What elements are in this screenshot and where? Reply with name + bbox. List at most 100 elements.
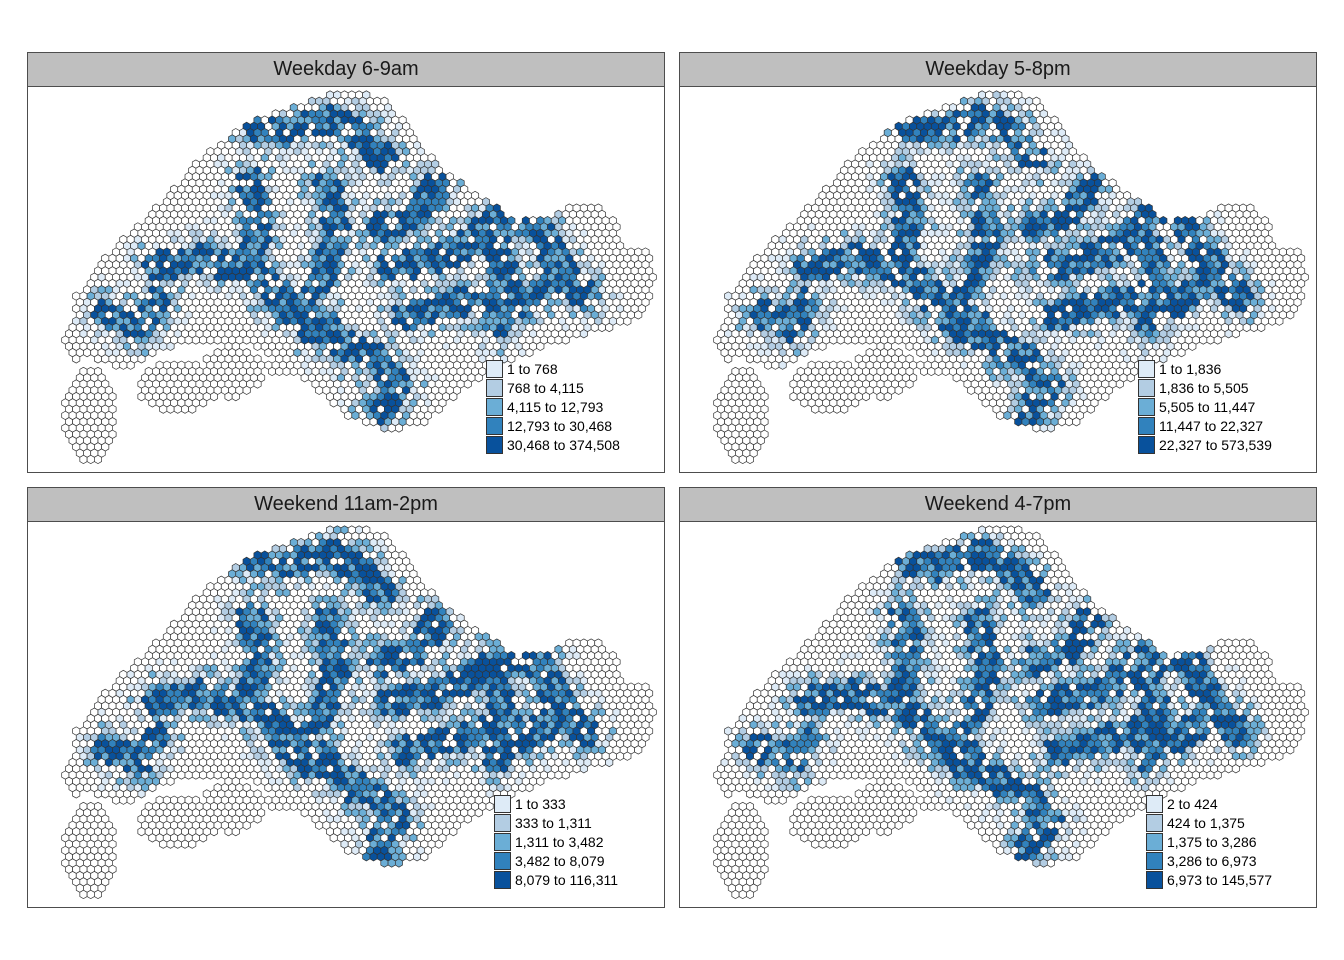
- hexagon-cell: [894, 335, 903, 345]
- hexagon-cell: [1213, 335, 1222, 345]
- hexagon-cell: [851, 335, 860, 345]
- hexagon-cell: [94, 454, 102, 465]
- legend-item: 12,793 to 30,468: [486, 416, 620, 435]
- hexagon-cell: [1249, 322, 1258, 333]
- hexagon-cell: [268, 366, 276, 377]
- hexagon-cell: [449, 392, 458, 402]
- hexagon-cell: [1242, 322, 1251, 333]
- hexagon-cell: [811, 341, 820, 351]
- hexagon-cell: [605, 322, 614, 333]
- legend-item: 30,468 to 374,508: [486, 435, 620, 454]
- hexagon-cell: [634, 310, 643, 320]
- hexagon-cell: [177, 335, 186, 345]
- hexagon-cell: [137, 392, 146, 402]
- hexagon-cell: [623, 316, 632, 326]
- hexagon-cell: [1188, 341, 1197, 351]
- hexagon-cell: [547, 335, 556, 345]
- hexagon-cell: [597, 322, 606, 333]
- hexagon-cell: [166, 404, 175, 414]
- hexagon-cell: [369, 417, 378, 427]
- hexagon-cell: [1170, 348, 1179, 358]
- hexagon-cell: [463, 379, 472, 389]
- hexagon-cell: [1177, 348, 1186, 358]
- legend-swatch: [486, 378, 503, 397]
- hexagon-cell: [380, 423, 389, 433]
- hexagon-cell: [191, 335, 200, 345]
- hexagon-cell: [210, 392, 218, 402]
- hexagon-map: [28, 87, 664, 472]
- hexagon-cell: [213, 335, 222, 345]
- hexagon-cell: [554, 335, 563, 345]
- hexagon-cell: [789, 354, 798, 364]
- hexagon-cell: [916, 348, 925, 358]
- hexagon-cell: [616, 316, 625, 326]
- legend-label: 1 to 768: [507, 360, 558, 377]
- hexagon-cell: [518, 348, 527, 358]
- hexagon-cell: [362, 417, 371, 427]
- hexagon-cell: [818, 341, 827, 351]
- hexagon-cell: [188, 404, 197, 414]
- legend-swatch: [486, 435, 503, 454]
- hexagon-cell: [72, 354, 81, 364]
- hexagon-cell: [858, 335, 867, 345]
- hexagon-cell: [351, 410, 360, 421]
- legend-item: 768 to 4,115: [486, 378, 620, 397]
- hexagon-cell: [184, 335, 193, 345]
- hexagon-cell: [905, 341, 914, 351]
- panel-title: Weekday 6-9am: [28, 53, 664, 87]
- hexagon-cell: [394, 423, 403, 433]
- hexagon-cell: [572, 329, 581, 339]
- hexagon-cell: [590, 322, 599, 333]
- hexagon-cell: [1199, 335, 1208, 345]
- legend-label: 768 to 4,115: [507, 379, 584, 396]
- hexagon-cell: [764, 360, 773, 370]
- map-panel-weekday-evening: Weekday 5-8pm 1 to 1,836 1,836 to 5,505 …: [679, 52, 1317, 473]
- hexagon-cell: [137, 354, 146, 364]
- hexagon-cell: [536, 341, 545, 351]
- hexagon-cell: [1275, 316, 1284, 326]
- hexagon-cell: [159, 404, 168, 414]
- hexagon-cell: [83, 348, 92, 358]
- hexagon-cell: [159, 341, 168, 351]
- hexagon-cell: [843, 335, 852, 345]
- map-panel-weekday-morning: Weekday 6-9am 1 to 768 768 to 4,115 4,11…: [27, 52, 665, 473]
- hexagon-cell: [525, 348, 534, 358]
- hexagon-cell: [173, 404, 182, 414]
- hexagon-cell: [329, 398, 338, 408]
- hexagon-cell: [724, 354, 733, 364]
- hexagon-cell: [746, 354, 754, 364]
- hexagon-map-svg: [61, 90, 657, 465]
- hexagon-cell: [101, 354, 110, 364]
- legend-swatch: [486, 416, 503, 435]
- hexagon-cell: [474, 373, 483, 383]
- hexagon-cell: [507, 354, 516, 364]
- hexagon-cell: [224, 392, 233, 402]
- hexagon-cell: [199, 335, 208, 345]
- hexagon-cell: [829, 335, 838, 345]
- hexagon-cell: [1257, 322, 1266, 333]
- hexagon-cell: [387, 423, 396, 433]
- hexagon-cell: [126, 360, 135, 370]
- hexagon-map: [680, 87, 1316, 472]
- hexagon-cell: [800, 348, 809, 358]
- hexagon-cell: [242, 335, 251, 345]
- hexagon-cell: [242, 385, 251, 395]
- hexagon-cell: [282, 366, 291, 377]
- hexagon-cell: [148, 398, 157, 408]
- hexagon-cell: [753, 354, 762, 364]
- hexagon-cell: [148, 348, 157, 358]
- hexagon-cell: [253, 341, 262, 351]
- hexagon-cell: [420, 417, 429, 427]
- hexagon-cell: [86, 454, 95, 465]
- hexagon-cell: [166, 341, 175, 351]
- legend-label: 30,468 to 374,508: [507, 436, 620, 453]
- hexagon-cell: [275, 366, 284, 377]
- legend-item: 1 to 768: [486, 359, 620, 378]
- hexagon-cell: [344, 410, 353, 421]
- hexagon-cell: [264, 348, 273, 358]
- hexagon-cell: [253, 379, 262, 389]
- hexagon-cell: [199, 398, 208, 408]
- hexagon-cell: [300, 373, 309, 383]
- legend-swatch: [486, 397, 503, 416]
- hexagon-cell: [119, 360, 128, 370]
